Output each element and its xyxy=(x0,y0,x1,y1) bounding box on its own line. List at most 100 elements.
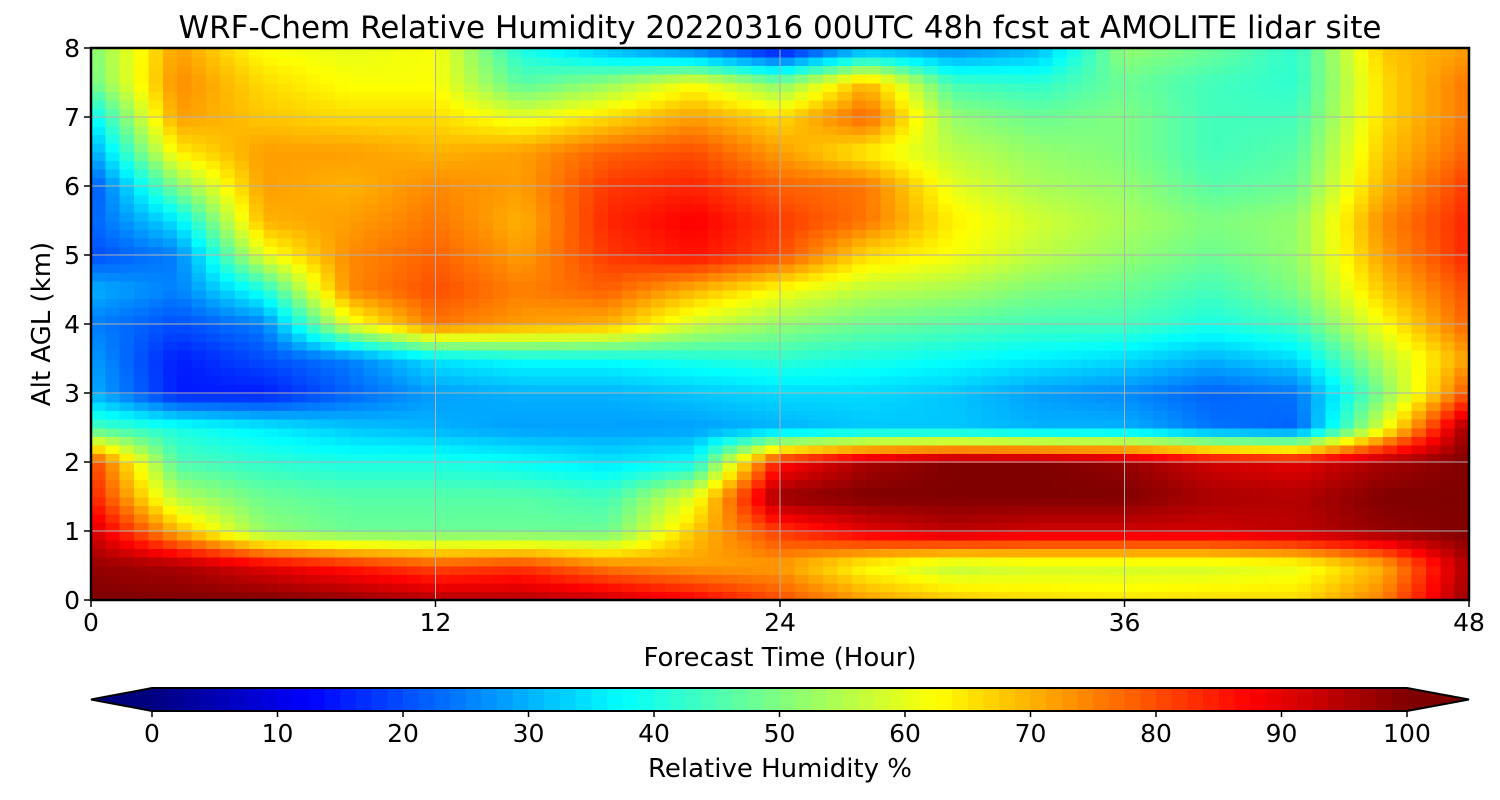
rh-cell xyxy=(191,341,207,351)
rh-cell xyxy=(1009,229,1025,239)
rh-cell xyxy=(1282,263,1298,274)
rh-cell xyxy=(363,315,379,325)
rh-cell xyxy=(1052,246,1068,256)
rh-cell xyxy=(966,280,982,291)
rh-cell xyxy=(1268,410,1284,420)
rh-cell xyxy=(1067,539,1083,550)
rh-cell xyxy=(1210,306,1226,317)
rh-cell xyxy=(1095,160,1111,170)
rh-cell xyxy=(880,177,896,187)
rh-cell xyxy=(205,393,221,403)
rh-cell xyxy=(449,220,465,230)
rh-cell xyxy=(205,272,221,282)
rh-cell xyxy=(521,272,537,282)
rh-cell xyxy=(248,418,265,429)
rh-cell xyxy=(1138,375,1154,386)
rh-cell xyxy=(148,358,164,368)
rh-cell xyxy=(1024,375,1040,386)
rh-cell xyxy=(693,591,710,601)
rh-cell xyxy=(177,470,193,481)
rh-cell xyxy=(708,582,724,593)
rh-cell xyxy=(894,367,910,377)
rh-cell xyxy=(1224,324,1241,334)
rh-cell xyxy=(1224,444,1241,455)
rh-cell xyxy=(1124,341,1140,351)
rh-cell xyxy=(1440,211,1456,222)
rh-cell xyxy=(823,479,839,489)
rh-cell xyxy=(535,401,552,412)
rh-cell xyxy=(823,272,839,282)
rh-cell xyxy=(1038,487,1054,498)
rh-cell xyxy=(1425,487,1442,498)
rh-cell xyxy=(650,384,666,394)
rh-cell xyxy=(492,186,509,196)
rh-cell xyxy=(1268,548,1284,558)
rh-cell xyxy=(148,548,164,558)
rh-cell xyxy=(880,591,896,601)
rh-cell xyxy=(1224,487,1241,498)
rh-cell xyxy=(91,367,107,377)
rh-cell xyxy=(564,306,580,317)
rh-cell xyxy=(708,168,724,179)
rh-cell xyxy=(1024,306,1040,317)
rh-cell xyxy=(1354,401,1370,412)
rh-cell xyxy=(392,470,408,481)
rh-cell xyxy=(1081,436,1097,446)
rh-cell xyxy=(1167,556,1183,567)
rh-cell xyxy=(1397,306,1413,317)
rh-cell xyxy=(1425,298,1442,308)
rh-cell xyxy=(937,531,954,541)
rh-cell xyxy=(119,574,135,584)
rh-cell xyxy=(464,384,480,394)
rh-cell xyxy=(291,358,308,368)
rh-cell xyxy=(808,513,824,524)
rh-cell xyxy=(1268,177,1284,187)
rh-cell xyxy=(909,194,925,205)
rh-cell xyxy=(823,522,839,532)
rh-cell xyxy=(478,548,494,558)
rh-cell xyxy=(478,272,494,282)
rh-cell xyxy=(1081,315,1097,325)
rh-cell xyxy=(1081,306,1097,317)
rh-cell xyxy=(1411,160,1427,170)
rh-cell xyxy=(794,418,810,429)
rh-cell xyxy=(1095,574,1111,584)
rh-cell xyxy=(363,582,379,593)
rh-cell xyxy=(1081,444,1097,455)
rh-cell xyxy=(636,315,652,325)
rh-cell xyxy=(579,470,595,481)
rh-cell xyxy=(1282,220,1298,230)
rh-cell xyxy=(808,358,824,368)
rh-cell xyxy=(291,418,308,429)
rh-cell xyxy=(1153,375,1169,386)
rh-cell xyxy=(1354,211,1370,222)
rh-cell xyxy=(105,306,121,317)
rh-cell xyxy=(1224,211,1241,222)
rh-cell xyxy=(162,289,178,299)
rh-cell xyxy=(392,168,408,179)
rh-cell xyxy=(1196,418,1212,429)
rh-cell xyxy=(923,211,939,222)
rh-cell xyxy=(1339,565,1355,575)
rh-cell xyxy=(579,229,595,239)
rh-cell xyxy=(1368,462,1384,472)
rh-cell xyxy=(1081,203,1097,213)
rh-cell xyxy=(1024,177,1040,187)
rh-cell xyxy=(335,487,351,498)
rh-cell xyxy=(708,255,724,265)
rh-cell xyxy=(521,349,537,360)
rh-cell xyxy=(507,548,523,558)
rh-cell xyxy=(808,539,824,550)
rh-cell xyxy=(1454,246,1470,256)
rh-cell xyxy=(421,470,437,481)
rh-cell xyxy=(1210,341,1226,351)
rh-cell xyxy=(1153,332,1169,343)
rh-cell xyxy=(665,375,681,386)
rh-cell xyxy=(1081,418,1097,429)
rh-cell xyxy=(105,410,121,420)
rh-cell xyxy=(1397,237,1413,248)
rh-cell xyxy=(406,272,422,282)
rh-cell xyxy=(521,548,537,558)
rh-cell xyxy=(765,505,781,515)
rh-cell xyxy=(134,582,150,593)
